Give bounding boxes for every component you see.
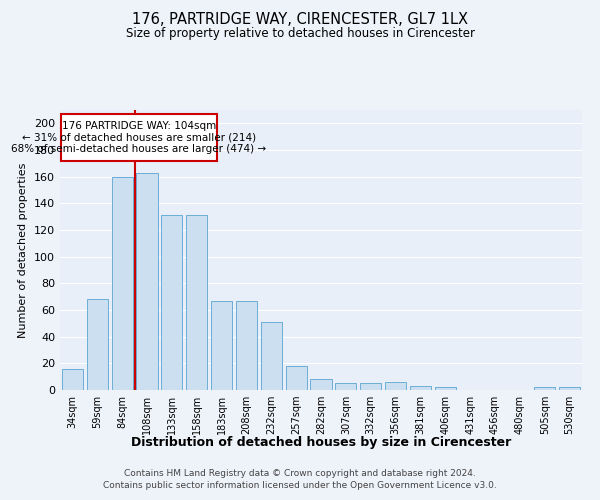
Y-axis label: Number of detached properties: Number of detached properties (19, 162, 28, 338)
Bar (211, 300, 232, 390)
Text: Distribution of detached houses by size in Cirencester: Distribution of detached houses by size … (131, 436, 511, 449)
Text: Size of property relative to detached houses in Cirencester: Size of property relative to detached ho… (125, 28, 475, 40)
Bar (335, 384, 356, 390)
Bar (310, 380, 332, 390)
Bar (410, 386, 431, 390)
Bar (360, 384, 381, 390)
Bar (435, 388, 456, 390)
Bar (559, 388, 580, 390)
Bar (87, 300, 108, 390)
Bar (112, 176, 133, 390)
Bar (236, 300, 257, 390)
Bar (261, 322, 282, 390)
Bar (62, 368, 83, 390)
FancyBboxPatch shape (61, 114, 217, 160)
Text: 176 PARTRIDGE WAY: 104sqm
← 31% of detached houses are smaller (214)
68% of semi: 176 PARTRIDGE WAY: 104sqm ← 31% of detac… (11, 120, 266, 154)
Bar (136, 172, 158, 390)
Bar (385, 382, 406, 390)
Bar (534, 388, 555, 390)
Bar (161, 216, 182, 390)
Bar (186, 216, 207, 390)
Text: Contains public sector information licensed under the Open Government Licence v3: Contains public sector information licen… (103, 481, 497, 490)
Bar (286, 366, 307, 390)
Text: 176, PARTRIDGE WAY, CIRENCESTER, GL7 1LX: 176, PARTRIDGE WAY, CIRENCESTER, GL7 1LX (132, 12, 468, 28)
Text: Contains HM Land Registry data © Crown copyright and database right 2024.: Contains HM Land Registry data © Crown c… (124, 468, 476, 477)
